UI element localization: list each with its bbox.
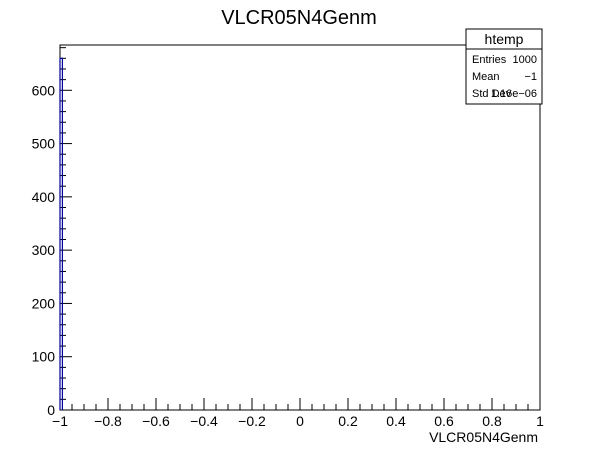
- stats-box-title: htemp: [485, 31, 524, 47]
- x-tick-label: 0.8: [482, 413, 502, 429]
- x-tick-label: 0: [296, 413, 304, 429]
- x-axis-title: VLCR05N4Genm: [429, 429, 538, 445]
- y-tick-label: 500: [32, 136, 56, 152]
- x-tick-label: 0.2: [338, 413, 358, 429]
- y-axis: 0 100 200 300 400 500 600: [32, 47, 72, 418]
- chart-title: VLCR05N4Genm: [221, 7, 377, 29]
- x-tick-label: −0.8: [94, 413, 122, 429]
- stats-label-mean: Mean: [472, 71, 500, 83]
- y-tick-label: 400: [32, 189, 56, 205]
- x-tick-label: −0.4: [190, 413, 218, 429]
- stats-label-std-dev: Std Dev: [472, 88, 512, 100]
- stats-value-mean: −1: [524, 71, 537, 83]
- x-tick-label: 1: [536, 413, 544, 429]
- stats-label-entries: Entries: [472, 54, 507, 66]
- x-tick-label: 0.4: [386, 413, 406, 429]
- y-tick-label: 200: [32, 295, 56, 311]
- y-tick-label: 0: [47, 402, 55, 418]
- histogram-bin: [59, 57, 63, 410]
- y-tick-label: 600: [32, 82, 56, 98]
- histogram-bars: [59, 57, 63, 410]
- stats-box-frame: [465, 28, 543, 105]
- x-tick-label: −0.2: [238, 413, 266, 429]
- y-tick-label: 300: [32, 242, 56, 258]
- stats-box: htemp Entries 1000 Mean −1 Std Dev 1.16e…: [465, 28, 543, 105]
- x-axis: −1 −0.8 −0.6 −0.4 −0.2 0 0.2 0.4 0.6 0.8 1: [52, 398, 544, 429]
- x-tick-label: −1: [52, 413, 68, 429]
- x-tick-label: 0.6: [434, 413, 454, 429]
- stats-value-std-dev: 1.16e−06: [491, 88, 537, 100]
- y-tick-label: 100: [32, 349, 56, 365]
- x-tick-label: −0.6: [142, 413, 170, 429]
- stats-value-entries: 1000: [513, 54, 537, 66]
